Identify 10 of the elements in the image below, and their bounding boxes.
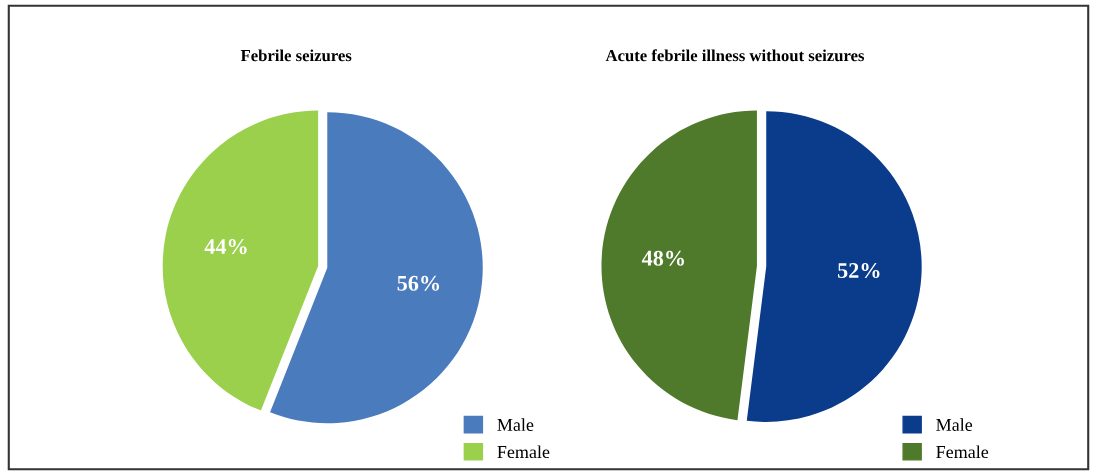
data-label: 52% [837, 263, 880, 279]
data-label: 56% [397, 275, 440, 291]
legend-label: Male [497, 418, 534, 431]
chart-title: Febrile seizures [240, 49, 352, 62]
legend-label: Female [497, 445, 550, 459]
chart-title: Acute febrile illness without seizures [605, 49, 865, 62]
data-label: 44% [204, 239, 247, 255]
legend-label: Female [936, 445, 989, 459]
data-label: 48% [641, 250, 684, 266]
legend-label: Male [936, 418, 973, 431]
